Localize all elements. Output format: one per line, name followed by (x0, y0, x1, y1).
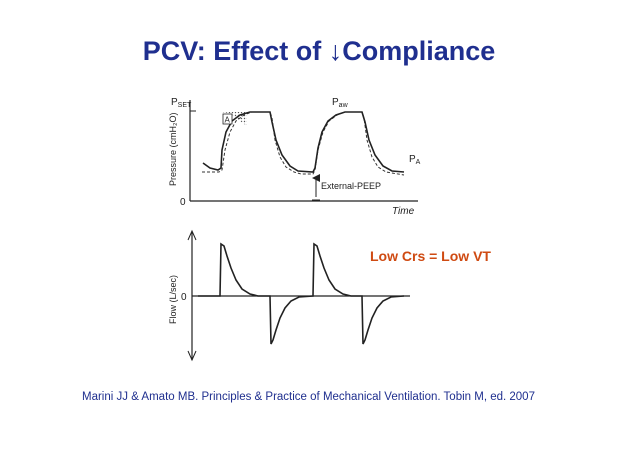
airway-pressure-curve (202, 111, 405, 173)
pressure-y-axis-label: Pressure (cmH₂O) (168, 112, 178, 186)
flow-zero-label: 0 (181, 292, 187, 303)
pressure-zero-label: 0 (180, 197, 186, 208)
p-aw-label: Paw (332, 97, 349, 109)
p-a-label: PA (409, 154, 421, 166)
slide-title: PCV: Effect of ↓Compliance (142, 36, 496, 66)
peep-label: External-PEEP (321, 181, 381, 191)
flow-panel: 0 Flow (L/sec) (168, 229, 410, 362)
low-compliance-callout: Low Crs = Low VT (370, 248, 491, 264)
flow-y-axis-top-arrow (187, 229, 197, 241)
citation: Marini JJ & Amato MB. Principles & Pract… (82, 391, 535, 403)
flow-y-axis-label: Flow (L/sec) (168, 275, 178, 324)
flow-y-axis-bottom-arrow (187, 350, 197, 362)
flow-curve (198, 242, 405, 345)
area-a-label: A (225, 116, 231, 125)
time-axis-label: Time (392, 206, 415, 217)
area-a-box (222, 113, 233, 125)
pressure-panel: PSET Paw PA A 0 External-PEEP Time Press… (168, 97, 421, 217)
p-set-label: PSET (171, 97, 192, 109)
